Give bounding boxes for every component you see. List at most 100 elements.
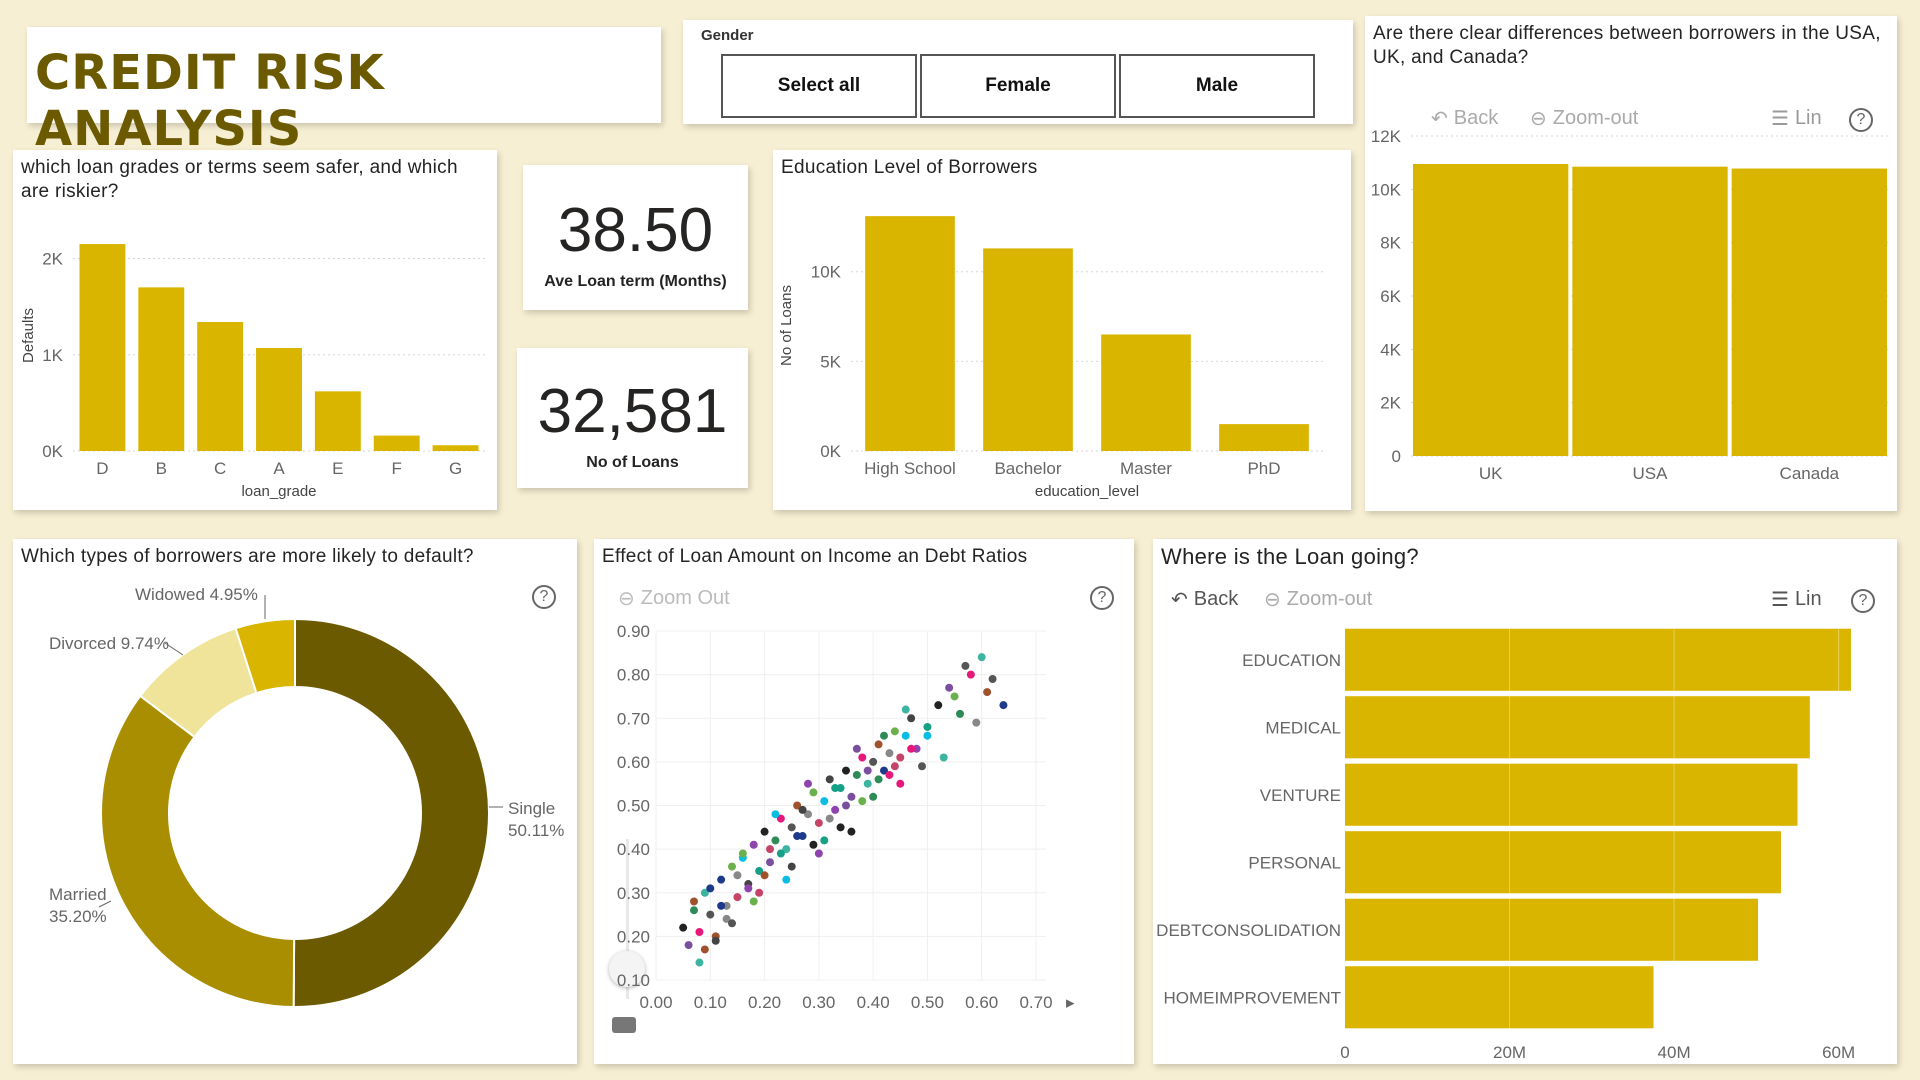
scatter-point bbox=[798, 805, 807, 814]
edu-ylabel: No of Loans bbox=[778, 285, 795, 366]
donut-slice-married bbox=[100, 694, 296, 1009]
scatter-point bbox=[852, 770, 861, 779]
donut-slice-single bbox=[292, 617, 490, 1008]
scatter-point bbox=[831, 784, 840, 793]
intent-category-label: PERSONAL bbox=[1248, 853, 1341, 872]
scatter-point bbox=[896, 753, 905, 762]
scatter-xtick: 0.70 bbox=[1019, 993, 1052, 1012]
select-all-button[interactable]: Select all bbox=[721, 54, 917, 118]
scatter-point bbox=[858, 797, 867, 806]
male-button[interactable]: Male bbox=[1119, 54, 1315, 118]
grade-bar bbox=[197, 322, 244, 451]
donut-label: Widowed 4.95% bbox=[135, 585, 258, 604]
scatter-point bbox=[961, 661, 970, 670]
scatter-point bbox=[771, 836, 780, 845]
scatter-point bbox=[934, 701, 943, 710]
scatter-point bbox=[950, 692, 959, 701]
edu-bar bbox=[1219, 424, 1309, 451]
country-bar bbox=[1572, 166, 1728, 456]
scatter-point bbox=[755, 888, 764, 897]
intent-category-label: DEBTCONSOLIDATION bbox=[1156, 921, 1341, 940]
scatter-ytick: 0.60 bbox=[617, 753, 650, 772]
scatter-point bbox=[787, 862, 796, 871]
scatter-point bbox=[890, 727, 899, 736]
zoom-slider-track[interactable] bbox=[626, 839, 629, 999]
edu-xtick: High School bbox=[864, 459, 956, 478]
intent-xtick: 60M bbox=[1822, 1043, 1855, 1062]
donut-leader bbox=[98, 900, 112, 908]
grade-ytick: 0K bbox=[42, 442, 63, 461]
kpi-no-of-loans-value: 32,581 bbox=[537, 377, 728, 446]
zoom-slider-handle[interactable] bbox=[609, 951, 645, 987]
intent-bar bbox=[1345, 966, 1654, 1029]
help-icon[interactable]: ? bbox=[1851, 589, 1875, 613]
scatter-point bbox=[972, 718, 981, 727]
scatter-point bbox=[738, 849, 747, 858]
help-icon[interactable]: ? bbox=[1090, 586, 1114, 610]
edu-xlabel: education_level bbox=[1035, 483, 1139, 500]
scatter-xtick: 0.60 bbox=[965, 993, 998, 1012]
scatter-point bbox=[983, 688, 992, 697]
list-icon: ☰ bbox=[1771, 108, 1789, 130]
back-icon: ↶ bbox=[1171, 589, 1188, 611]
scatter-title: Effect of Loan Amount on Income an Debt … bbox=[602, 546, 1028, 567]
grade-xtick: E bbox=[332, 459, 343, 478]
scatter-point bbox=[755, 866, 764, 875]
scatter-point bbox=[722, 914, 731, 923]
scatter-point bbox=[804, 779, 812, 788]
edu-bar bbox=[983, 248, 1073, 451]
scatter-point bbox=[907, 744, 916, 753]
grade-bar bbox=[256, 348, 302, 451]
scatter-point bbox=[809, 840, 818, 849]
zoom-out-button[interactable]: ⊖ Zoom-out bbox=[1530, 107, 1639, 130]
zoom-out-button[interactable]: ⊖ Zoom Out bbox=[618, 587, 730, 610]
scatter-point bbox=[793, 801, 802, 810]
scatter-point bbox=[749, 840, 758, 849]
scatter-point bbox=[804, 810, 812, 819]
scatter-point bbox=[717, 875, 726, 884]
scatter-point bbox=[782, 875, 791, 884]
scatter-point bbox=[874, 740, 883, 749]
lin-button[interactable]: ☰ Lin bbox=[1771, 107, 1822, 130]
scatter-point bbox=[711, 936, 720, 945]
scatter-point bbox=[695, 958, 704, 967]
female-button[interactable]: Female bbox=[920, 54, 1116, 118]
zoom-out-button[interactable]: ⊖ Zoom-out bbox=[1264, 588, 1373, 611]
scatter-point bbox=[988, 674, 997, 683]
scatter-xtick: 0.50 bbox=[911, 993, 944, 1012]
country-bar bbox=[1412, 164, 1569, 456]
education-card: Education Level of Borrowers 0K 5K 10K High… bbox=[773, 150, 1351, 510]
scatter-point bbox=[896, 779, 905, 788]
scatter-point bbox=[966, 670, 975, 679]
scatter-ytick: 0.30 bbox=[617, 884, 650, 903]
edu-ytick: 10K bbox=[811, 263, 842, 282]
scatter-point bbox=[766, 845, 774, 854]
help-icon[interactable]: ? bbox=[1849, 108, 1873, 132]
scatter-point bbox=[842, 801, 850, 810]
back-button[interactable]: ↶ Back bbox=[1171, 588, 1239, 611]
help-icon[interactable]: ? bbox=[532, 585, 556, 609]
scatter-point bbox=[923, 722, 932, 731]
intent-xtick: 0 bbox=[1340, 1043, 1349, 1062]
back-button[interactable]: ↶ Back bbox=[1431, 107, 1499, 130]
kpi-avg-loan-term-value: 38.50 bbox=[557, 196, 714, 265]
scatter-ytick: 0.70 bbox=[617, 709, 650, 728]
intent-xtick: 20M bbox=[1493, 1043, 1526, 1062]
grade-ytick: 2K bbox=[42, 250, 63, 269]
slider-toggle-icon[interactable] bbox=[612, 1017, 636, 1033]
country-title: Are there clear differences between borr… bbox=[1373, 23, 1881, 68]
donut-label: Single bbox=[508, 799, 555, 818]
grade-xtick: G bbox=[449, 459, 462, 478]
country-ytick: 0 bbox=[1392, 447, 1401, 466]
scatter-point bbox=[809, 788, 818, 797]
scatter-point bbox=[820, 836, 829, 845]
country-xtick: USA bbox=[1633, 464, 1669, 483]
donut-label: Divorced 9.74% bbox=[49, 634, 169, 653]
country-chart: 0 2K 4K 6K 8K 10K 12K UK USA Canada bbox=[1371, 127, 1889, 483]
kpi-no-of-loans: 32,581 No of Loans bbox=[517, 348, 748, 488]
lin-button[interactable]: ☰ Lin bbox=[1771, 588, 1822, 611]
scatter-point bbox=[863, 779, 872, 788]
scatter-point bbox=[907, 714, 916, 723]
scatter-point bbox=[869, 792, 878, 801]
country-xtick: UK bbox=[1479, 464, 1503, 483]
